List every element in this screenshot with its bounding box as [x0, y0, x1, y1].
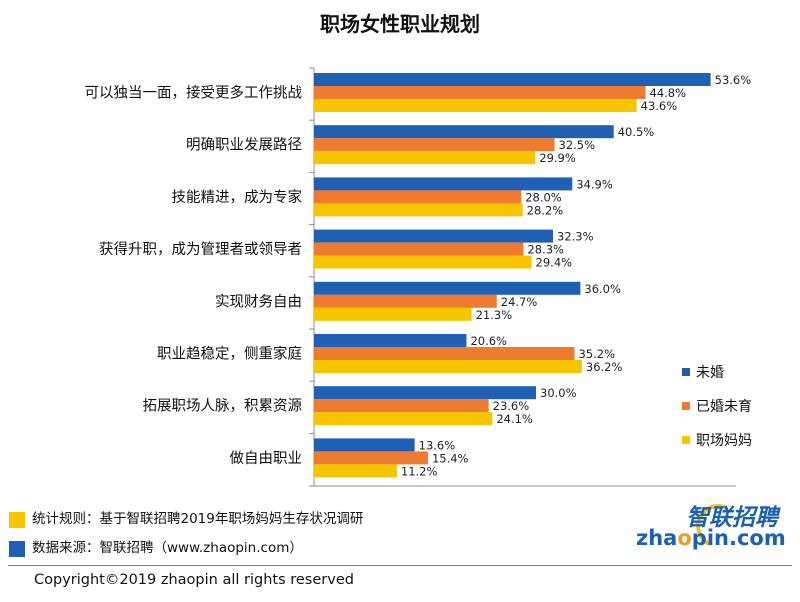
data-label: 23.6%: [493, 399, 530, 413]
bar-职场妈妈: [314, 255, 532, 269]
data-label: 29.9%: [539, 151, 576, 165]
bar-未婚: [314, 73, 711, 86]
bar-未婚: [314, 438, 415, 452]
bar-已婚未育: [314, 294, 497, 308]
data-label: 11.2%: [401, 464, 438, 478]
logo-chinese-text: 智联招聘: [686, 505, 778, 531]
bar-职场妈妈: [314, 203, 523, 217]
legend-swatch-职场妈妈: [682, 436, 690, 444]
bar-职场妈妈: [314, 151, 536, 165]
bar-职场妈妈: [314, 464, 397, 478]
data-label: 24.1%: [496, 412, 533, 426]
data-label: 34.9%: [576, 177, 613, 191]
bar-未婚: [314, 125, 614, 139]
bar-未婚: [314, 281, 581, 295]
category-label: 获得升职，成为管理者或领导者: [99, 241, 302, 258]
bar-已婚未育: [314, 242, 524, 256]
data-label: 20.6%: [470, 334, 507, 348]
legend-swatch-未婚: [682, 368, 690, 376]
data-label: 40.5%: [618, 125, 655, 139]
zhaopin-logo: 智联招聘 zhaopin.com: [622, 497, 792, 555]
bar-已婚未育: [314, 190, 522, 204]
data-label: 43.6%: [641, 99, 678, 113]
category-label: 明确职业发展路径: [186, 137, 302, 154]
data-label: 21.3%: [476, 308, 513, 322]
footnote-rule: 统计规则：基于智联招聘2019年职场妈妈生存状况调研: [32, 511, 364, 527]
category-label: 技能精进，成为专家: [172, 189, 303, 206]
data-label: 30.0%: [540, 386, 577, 400]
data-label: 53.6%: [715, 73, 752, 87]
data-label: 35.2%: [578, 347, 615, 361]
bar-未婚: [314, 334, 467, 347]
logo-english-text: zhaopin.com: [636, 526, 786, 550]
category-label: 做自由职业: [230, 450, 303, 467]
bar-未婚: [314, 177, 573, 191]
bar-职场妈妈: [314, 412, 493, 426]
data-label: 32.3%: [557, 230, 594, 244]
category-label: 职业趋稳定，侧重家庭: [157, 346, 302, 363]
data-label: 28.0%: [525, 190, 562, 204]
data-label: 44.8%: [650, 86, 687, 100]
data-label: 32.5%: [559, 138, 596, 152]
data-label: 13.6%: [419, 438, 456, 452]
category-label: 可以独当一面，接受更多工作挑战: [85, 85, 303, 102]
bar-chart: 可以独当一面，接受更多工作挑战 53.6% 44.8%43.6% 明确职业发展路径 40…: [85, 67, 752, 487]
data-label: 24.7%: [501, 295, 538, 309]
bar-未婚: [314, 229, 554, 243]
blue-square-icon: [9, 541, 25, 557]
legend-label: 未婚: [696, 365, 724, 381]
bar-已婚未育: [314, 451, 428, 465]
data-label: 36.0%: [584, 282, 621, 296]
category-label: 拓展职场人脉，积累资源: [143, 398, 303, 415]
bar-未婚: [314, 386, 536, 400]
bar-职场妈妈: [314, 307, 472, 321]
bar-已婚未育: [314, 86, 646, 99]
data-label: 28.3%: [527, 243, 564, 257]
copyright-text: Copyright©2019 zhaopin all rights reserv…: [34, 572, 354, 588]
data-label: 36.2%: [586, 360, 623, 374]
data-label: 28.2%: [527, 203, 564, 217]
footnote-source: 数据来源：智联招聘（www.zhaopin.com）: [32, 540, 303, 556]
legend-swatch-已婚未育: [682, 402, 690, 410]
bar-职场妈妈: [314, 99, 637, 112]
legend-label: 已婚未育: [696, 399, 752, 415]
bar-已婚未育: [314, 138, 555, 152]
legend-label: 职场妈妈: [696, 433, 752, 449]
category-label: 实现财务自由: [215, 293, 302, 310]
data-label: 29.4%: [536, 256, 573, 270]
yellow-square-icon: [9, 512, 25, 528]
bar-已婚未育: [314, 399, 489, 413]
chart-title: 职场女性职业规划: [320, 12, 480, 36]
bar-已婚未育: [314, 347, 575, 360]
data-label: 15.4%: [432, 451, 469, 465]
bar-职场妈妈: [314, 360, 582, 373]
footer-divider: [8, 565, 792, 566]
